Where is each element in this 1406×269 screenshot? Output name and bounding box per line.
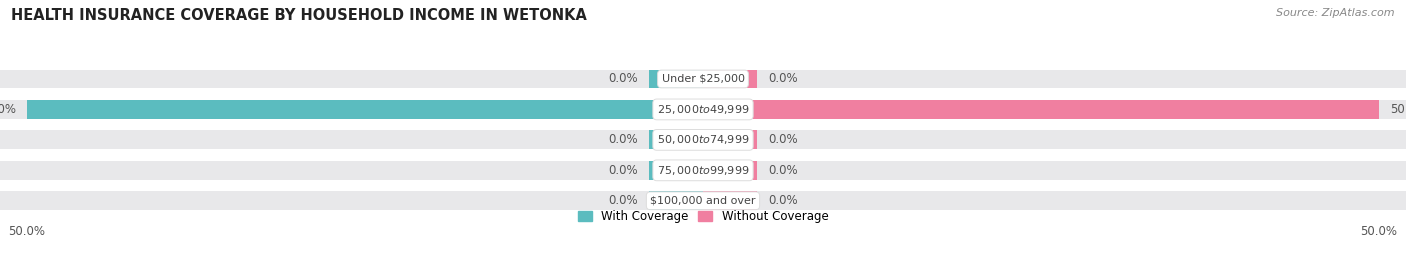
Text: Under $25,000: Under $25,000 [661, 74, 745, 84]
Bar [27, 100, 703, 119]
Text: $50,000 to $74,999: $50,000 to $74,999 [657, 133, 749, 146]
Text: 0.0%: 0.0% [609, 133, 638, 146]
Text: 0.0%: 0.0% [609, 72, 638, 86]
Bar [703, 69, 756, 89]
Bar [0, 130, 703, 149]
Bar [703, 100, 1406, 119]
Text: $25,000 to $49,999: $25,000 to $49,999 [657, 103, 749, 116]
Bar [650, 130, 703, 149]
Text: 0.0%: 0.0% [768, 194, 797, 207]
Bar [0, 69, 703, 89]
Text: $75,000 to $99,999: $75,000 to $99,999 [657, 164, 749, 177]
Text: 0.0%: 0.0% [768, 72, 797, 86]
Bar [0, 100, 703, 119]
Bar [650, 69, 703, 89]
Text: 50.0%: 50.0% [1389, 103, 1406, 116]
Text: 0.0%: 0.0% [609, 194, 638, 207]
Bar [703, 191, 1406, 210]
Bar [0, 191, 703, 210]
Text: 0.0%: 0.0% [609, 164, 638, 177]
Bar [650, 191, 703, 210]
Bar [0, 161, 703, 180]
Text: 0.0%: 0.0% [768, 133, 797, 146]
Bar [703, 100, 1379, 119]
Bar [703, 161, 756, 180]
Bar [650, 161, 703, 180]
Text: HEALTH INSURANCE COVERAGE BY HOUSEHOLD INCOME IN WETONKA: HEALTH INSURANCE COVERAGE BY HOUSEHOLD I… [11, 8, 588, 23]
Bar [703, 161, 1406, 180]
Bar [703, 130, 756, 149]
Bar [703, 130, 1406, 149]
Legend: With Coverage, Without Coverage: With Coverage, Without Coverage [572, 205, 834, 228]
Text: $100,000 and over: $100,000 and over [650, 196, 756, 206]
Bar [703, 69, 1406, 89]
Text: 0.0%: 0.0% [768, 164, 797, 177]
Text: Source: ZipAtlas.com: Source: ZipAtlas.com [1277, 8, 1395, 18]
Bar [703, 191, 756, 210]
Text: 50.0%: 50.0% [0, 103, 17, 116]
